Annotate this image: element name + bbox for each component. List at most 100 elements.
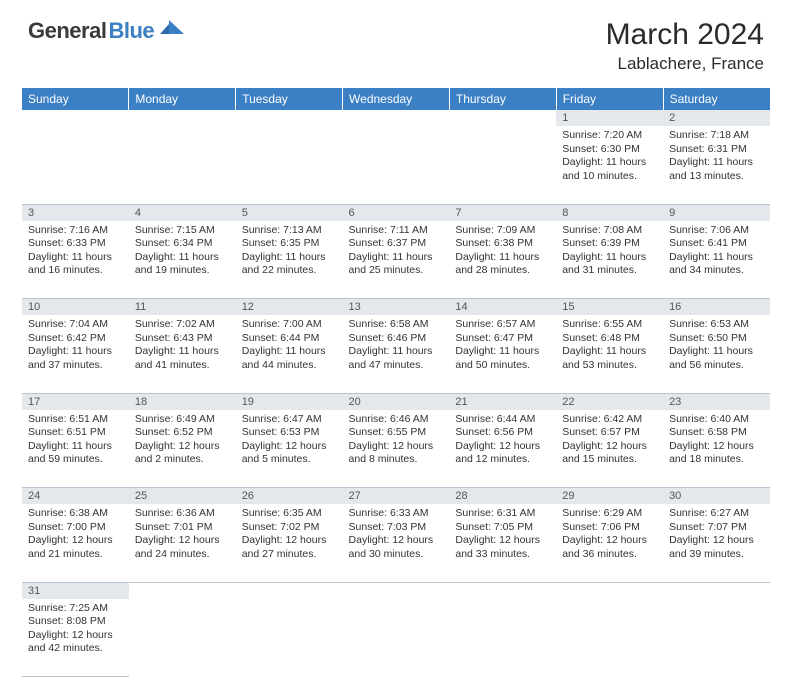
day-cell-body: Sunrise: 6:53 AMSunset: 6:50 PMDaylight:… xyxy=(663,315,770,377)
day-cell-body: Sunrise: 7:15 AMSunset: 6:34 PMDaylight:… xyxy=(129,221,236,283)
day-body-row: Sunrise: 7:16 AMSunset: 6:33 PMDaylight:… xyxy=(22,221,770,299)
daylight-text: Daylight: 12 hours and 18 minutes. xyxy=(669,440,764,467)
day-number-cell: 7 xyxy=(449,204,556,221)
daylight-text: Daylight: 12 hours and 5 minutes. xyxy=(242,440,337,467)
day-body-row: Sunrise: 6:51 AMSunset: 6:51 PMDaylight:… xyxy=(22,410,770,488)
day-number-cell: 29 xyxy=(556,488,663,505)
sunrise-text: Sunrise: 7:06 AM xyxy=(669,224,764,238)
day-cell: Sunrise: 7:18 AMSunset: 6:31 PMDaylight:… xyxy=(663,126,770,204)
sunrise-text: Sunrise: 6:44 AM xyxy=(455,413,550,427)
sunrise-text: Sunrise: 7:04 AM xyxy=(28,318,123,332)
day-cell-body: Sunrise: 6:36 AMSunset: 7:01 PMDaylight:… xyxy=(129,504,236,566)
daylight-text: Daylight: 11 hours and 56 minutes. xyxy=(669,345,764,372)
day-number-cell: 27 xyxy=(343,488,450,505)
day-cell: Sunrise: 6:29 AMSunset: 7:06 PMDaylight:… xyxy=(556,504,663,582)
day-cell xyxy=(449,126,556,204)
sunrise-text: Sunrise: 7:15 AM xyxy=(135,224,230,238)
day-cell: Sunrise: 7:09 AMSunset: 6:38 PMDaylight:… xyxy=(449,221,556,299)
day-cell xyxy=(556,599,663,677)
location: Lablachere, France xyxy=(606,54,764,74)
daylight-text: Daylight: 11 hours and 47 minutes. xyxy=(349,345,444,372)
sunset-text: Sunset: 6:53 PM xyxy=(242,426,337,440)
day-number-cell xyxy=(129,110,236,126)
day-number-cell: 28 xyxy=(449,488,556,505)
day-cell: Sunrise: 6:35 AMSunset: 7:02 PMDaylight:… xyxy=(236,504,343,582)
logo: General Blue xyxy=(28,18,186,44)
sunrise-text: Sunrise: 6:57 AM xyxy=(455,318,550,332)
daylight-text: Daylight: 11 hours and 44 minutes. xyxy=(242,345,337,372)
header: General Blue March 2024 Lablachere, Fran… xyxy=(0,0,792,82)
day-cell: Sunrise: 6:31 AMSunset: 7:05 PMDaylight:… xyxy=(449,504,556,582)
day-cell: Sunrise: 6:36 AMSunset: 7:01 PMDaylight:… xyxy=(129,504,236,582)
daylight-text: Daylight: 12 hours and 15 minutes. xyxy=(562,440,657,467)
daylight-text: Daylight: 11 hours and 28 minutes. xyxy=(455,251,550,278)
day-cell-body: Sunrise: 6:33 AMSunset: 7:03 PMDaylight:… xyxy=(343,504,450,566)
sunset-text: Sunset: 6:43 PM xyxy=(135,332,230,346)
day-number-cell: 2 xyxy=(663,110,770,126)
day-cell: Sunrise: 7:08 AMSunset: 6:39 PMDaylight:… xyxy=(556,221,663,299)
day-number-cell: 3 xyxy=(22,204,129,221)
day-number-cell: 8 xyxy=(556,204,663,221)
sunrise-text: Sunrise: 6:38 AM xyxy=(28,507,123,521)
weekday-header: Sunday xyxy=(22,88,129,110)
day-number-cell: 20 xyxy=(343,393,450,410)
day-cell-body: Sunrise: 7:20 AMSunset: 6:30 PMDaylight:… xyxy=(556,126,663,188)
day-cell: Sunrise: 6:38 AMSunset: 7:00 PMDaylight:… xyxy=(22,504,129,582)
sunset-text: Sunset: 7:02 PM xyxy=(242,521,337,535)
calendar-table: Sunday Monday Tuesday Wednesday Thursday… xyxy=(22,88,770,677)
day-number-cell: 26 xyxy=(236,488,343,505)
day-cell-body: Sunrise: 6:57 AMSunset: 6:47 PMDaylight:… xyxy=(449,315,556,377)
weekday-header: Tuesday xyxy=(236,88,343,110)
day-cell-body: Sunrise: 6:35 AMSunset: 7:02 PMDaylight:… xyxy=(236,504,343,566)
day-cell: Sunrise: 7:20 AMSunset: 6:30 PMDaylight:… xyxy=(556,126,663,204)
sunset-text: Sunset: 7:03 PM xyxy=(349,521,444,535)
day-cell: Sunrise: 6:44 AMSunset: 6:56 PMDaylight:… xyxy=(449,410,556,488)
sunrise-text: Sunrise: 7:11 AM xyxy=(349,224,444,238)
day-number-cell xyxy=(556,582,663,599)
sunset-text: Sunset: 6:55 PM xyxy=(349,426,444,440)
day-body-row: Sunrise: 7:25 AMSunset: 8:08 PMDaylight:… xyxy=(22,599,770,677)
daylight-text: Daylight: 12 hours and 30 minutes. xyxy=(349,534,444,561)
weekday-header: Friday xyxy=(556,88,663,110)
weekday-header-row: Sunday Monday Tuesday Wednesday Thursday… xyxy=(22,88,770,110)
title-block: March 2024 Lablachere, France xyxy=(606,18,764,74)
day-number-cell: 1 xyxy=(556,110,663,126)
day-body-row: Sunrise: 7:04 AMSunset: 6:42 PMDaylight:… xyxy=(22,315,770,393)
sunset-text: Sunset: 6:30 PM xyxy=(562,143,657,157)
day-number-cell: 16 xyxy=(663,299,770,316)
day-cell: Sunrise: 6:47 AMSunset: 6:53 PMDaylight:… xyxy=(236,410,343,488)
day-cell: Sunrise: 7:00 AMSunset: 6:44 PMDaylight:… xyxy=(236,315,343,393)
sunset-text: Sunset: 7:00 PM xyxy=(28,521,123,535)
day-cell-body: Sunrise: 7:11 AMSunset: 6:37 PMDaylight:… xyxy=(343,221,450,283)
sunrise-text: Sunrise: 7:18 AM xyxy=(669,129,764,143)
day-cell: Sunrise: 6:40 AMSunset: 6:58 PMDaylight:… xyxy=(663,410,770,488)
sunrise-text: Sunrise: 6:55 AM xyxy=(562,318,657,332)
day-number-cell: 31 xyxy=(22,582,129,599)
day-cell-body: Sunrise: 6:29 AMSunset: 7:06 PMDaylight:… xyxy=(556,504,663,566)
day-number-cell: 13 xyxy=(343,299,450,316)
sunset-text: Sunset: 6:52 PM xyxy=(135,426,230,440)
sunrise-text: Sunrise: 6:40 AM xyxy=(669,413,764,427)
day-number-cell: 30 xyxy=(663,488,770,505)
sunset-text: Sunset: 6:48 PM xyxy=(562,332,657,346)
daylight-text: Daylight: 11 hours and 13 minutes. xyxy=(669,156,764,183)
sunset-text: Sunset: 6:37 PM xyxy=(349,237,444,251)
day-cell xyxy=(449,599,556,677)
day-cell xyxy=(343,599,450,677)
day-number-cell xyxy=(449,110,556,126)
day-cell-body: Sunrise: 6:47 AMSunset: 6:53 PMDaylight:… xyxy=(236,410,343,472)
sunset-text: Sunset: 6:44 PM xyxy=(242,332,337,346)
sunset-text: Sunset: 6:34 PM xyxy=(135,237,230,251)
weekday-header: Thursday xyxy=(449,88,556,110)
day-cell: Sunrise: 6:33 AMSunset: 7:03 PMDaylight:… xyxy=(343,504,450,582)
day-cell xyxy=(236,126,343,204)
daylight-text: Daylight: 11 hours and 50 minutes. xyxy=(455,345,550,372)
daylight-text: Daylight: 11 hours and 10 minutes. xyxy=(562,156,657,183)
sunrise-text: Sunrise: 6:49 AM xyxy=(135,413,230,427)
sunset-text: Sunset: 6:39 PM xyxy=(562,237,657,251)
day-cell-body: Sunrise: 6:31 AMSunset: 7:05 PMDaylight:… xyxy=(449,504,556,566)
sunrise-text: Sunrise: 7:09 AM xyxy=(455,224,550,238)
day-cell-body: Sunrise: 7:06 AMSunset: 6:41 PMDaylight:… xyxy=(663,221,770,283)
daylight-text: Daylight: 12 hours and 12 minutes. xyxy=(455,440,550,467)
day-number-cell: 18 xyxy=(129,393,236,410)
